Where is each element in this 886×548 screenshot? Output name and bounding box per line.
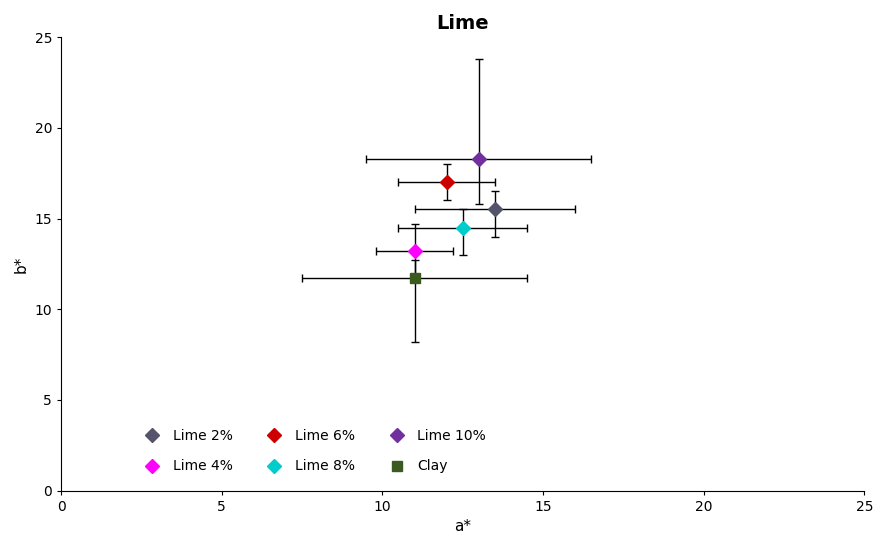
Legend: Lime 2%, Lime 4%, Lime 6%, Lime 8%, Lime 10%, Clay: Lime 2%, Lime 4%, Lime 6%, Lime 8%, Lime… <box>132 423 491 479</box>
X-axis label: a*: a* <box>454 519 470 534</box>
Y-axis label: b*: b* <box>14 255 29 272</box>
Title: Lime: Lime <box>436 14 488 33</box>
